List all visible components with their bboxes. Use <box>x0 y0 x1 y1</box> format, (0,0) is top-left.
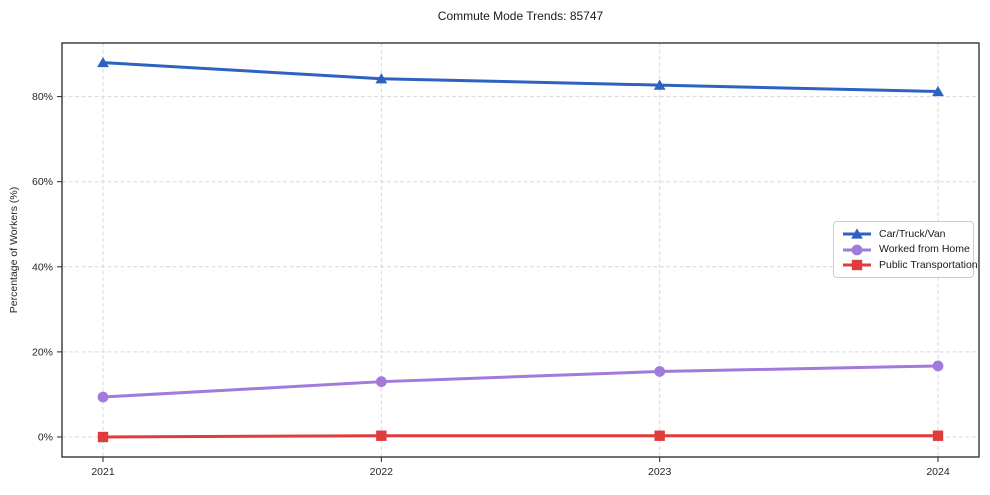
legend-entry-public-transportation: Public Transportation <box>842 259 978 271</box>
svg-text:0%: 0% <box>38 432 53 444</box>
legend: Car/Truck/Van Worked from Home Public Tr… <box>833 221 978 278</box>
svg-text:40%: 40% <box>32 261 53 273</box>
svg-text:60%: 60% <box>32 176 53 188</box>
legend-label: Worked from Home <box>879 243 970 256</box>
svg-text:20%: 20% <box>32 346 53 358</box>
svg-text:2022: 2022 <box>370 466 394 478</box>
legend-entry-worked-from-home: Worked from Home <box>842 244 970 256</box>
chart-title: Commute Mode Trends: 85747 <box>437 9 604 23</box>
legend-entry-car-truck-van: Car/Truck/Van <box>842 228 965 240</box>
legend-swatch-square-icon <box>842 259 872 271</box>
svg-text:80%: 80% <box>32 91 53 103</box>
svg-text:2023: 2023 <box>648 466 672 478</box>
legend-swatch-circle-icon <box>842 244 872 256</box>
legend-swatch-triangle-icon <box>842 228 872 240</box>
y-axis-label: Percentage of Workers (%) <box>8 186 20 314</box>
legend-label: Car/Truck/Van <box>879 227 946 240</box>
svg-text:2024: 2024 <box>926 466 950 478</box>
svg-text:2021: 2021 <box>91 466 115 478</box>
legend-label: Public Transportation <box>879 259 978 271</box>
